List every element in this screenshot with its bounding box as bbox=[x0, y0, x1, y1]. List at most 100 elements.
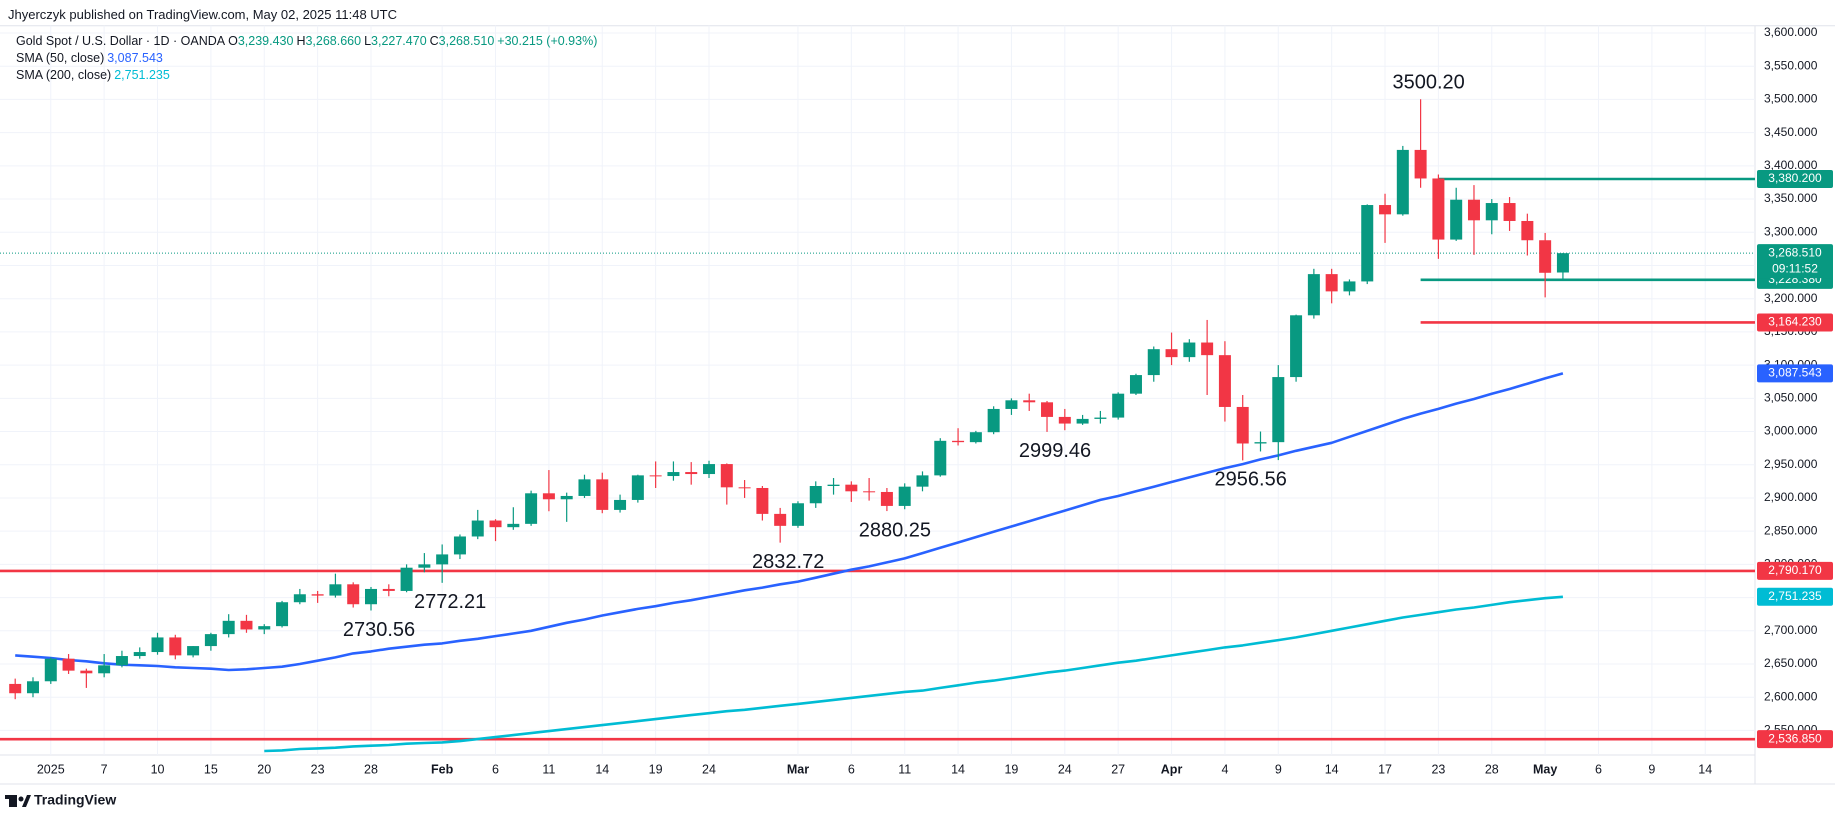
candle-body bbox=[542, 493, 555, 500]
candle-body bbox=[845, 484, 858, 492]
ohlc-prefix: O bbox=[228, 34, 238, 48]
candle-body bbox=[934, 440, 947, 476]
ohlc-value: 3,239.430 bbox=[237, 34, 294, 48]
candle-body bbox=[1521, 220, 1534, 241]
y-tick-label: 3,350.000 bbox=[1764, 191, 1818, 205]
candle-body bbox=[1094, 417, 1107, 419]
x-tick-label: 23 bbox=[1431, 762, 1445, 776]
plot bbox=[0, 99, 1755, 753]
candle-body bbox=[1396, 149, 1409, 215]
y-tick-label: 3,300.000 bbox=[1764, 224, 1818, 238]
x-tick-label: 11 bbox=[542, 762, 555, 776]
candle-body bbox=[507, 523, 520, 528]
candle-body bbox=[1183, 342, 1196, 358]
candle-body bbox=[365, 588, 377, 605]
candle-body bbox=[115, 656, 128, 666]
x-tick-label: 14 bbox=[1325, 762, 1339, 776]
candle-body bbox=[418, 564, 431, 568]
y-tick-label: 3,000.000 bbox=[1764, 424, 1818, 438]
candle-body bbox=[898, 486, 911, 506]
level-tag: 3,164.230 bbox=[1768, 315, 1822, 329]
x-tick-label: 9 bbox=[1648, 762, 1655, 776]
price-annotation: 3500.20 bbox=[1392, 72, 1464, 94]
candle-body bbox=[1058, 416, 1071, 424]
candle-body bbox=[169, 637, 182, 656]
candle-body bbox=[1023, 400, 1036, 403]
price-annotation: 2730.56 bbox=[343, 619, 415, 641]
candle-body bbox=[649, 475, 662, 477]
price-annotation: 2880.25 bbox=[859, 519, 931, 541]
level-tag-bg bbox=[1757, 730, 1833, 749]
y-tick-label: 3,550.000 bbox=[1764, 58, 1818, 72]
y-tick-label: 2,650.000 bbox=[1764, 656, 1818, 670]
candle-body bbox=[1343, 281, 1356, 292]
x-tick-label: 2025 bbox=[37, 762, 65, 776]
candle-body bbox=[471, 520, 484, 537]
x-tick-label: 14 bbox=[1698, 762, 1712, 776]
candle-body bbox=[916, 475, 929, 487]
ohlc-value: 3,227.470 bbox=[371, 34, 427, 48]
candle-body bbox=[738, 487, 751, 489]
candle-body bbox=[1147, 349, 1160, 376]
candle-body bbox=[631, 475, 644, 500]
sma-legend: SMA (50, close) 3,087.543 bbox=[16, 51, 166, 65]
candle-body bbox=[703, 464, 716, 475]
candle-body bbox=[1165, 349, 1178, 358]
price-annotation: 2956.56 bbox=[1215, 469, 1287, 491]
x-tick-label: 28 bbox=[364, 762, 378, 776]
candle-body bbox=[187, 646, 200, 656]
level-tag-bg bbox=[1757, 561, 1833, 580]
level-tag-bg bbox=[1757, 169, 1833, 188]
candle-body bbox=[276, 602, 289, 627]
candle-body bbox=[1076, 418, 1089, 424]
candle-body bbox=[26, 681, 39, 694]
candle-body bbox=[791, 503, 804, 526]
brand: TradingView bbox=[34, 792, 116, 808]
candle-body bbox=[1325, 274, 1338, 292]
ohlc-prefix: L bbox=[364, 34, 372, 48]
candle-body bbox=[382, 588, 395, 591]
y-tick-label: 2,950.000 bbox=[1764, 457, 1818, 471]
level-tag: 3,380.200 bbox=[1768, 171, 1822, 185]
candle-body bbox=[151, 637, 164, 653]
candle-body bbox=[1432, 178, 1445, 240]
y-tick-label: 3,050.000 bbox=[1764, 390, 1818, 404]
candle-body bbox=[9, 683, 22, 694]
y-tick-label: 3,600.000 bbox=[1764, 25, 1818, 39]
x-tick-label: 24 bbox=[702, 762, 716, 776]
candle-body bbox=[1041, 402, 1054, 417]
grid bbox=[0, 25, 1755, 755]
sma-tag: 3,087.543 bbox=[1768, 366, 1822, 380]
candle-body bbox=[436, 554, 449, 565]
x-tick-label: 6 bbox=[492, 762, 499, 776]
level-tag-bg bbox=[1757, 313, 1833, 332]
x-tick-label: Feb bbox=[431, 762, 454, 776]
candle-body bbox=[293, 594, 306, 603]
ohlc-prefix: C bbox=[429, 34, 439, 48]
sma-tag-bg bbox=[1757, 364, 1833, 383]
x-tick-label: 6 bbox=[1595, 762, 1602, 776]
candle-body bbox=[756, 487, 769, 514]
candle-body bbox=[98, 665, 111, 674]
y-tick-label: 2,850.000 bbox=[1764, 523, 1818, 537]
y-tick-label: 2,700.000 bbox=[1764, 623, 1818, 637]
candle-body bbox=[62, 658, 75, 671]
level-tag: 2,790.170 bbox=[1768, 563, 1822, 577]
candle-body bbox=[667, 472, 680, 477]
x-tick-label: May bbox=[1533, 762, 1557, 776]
candle-body bbox=[560, 495, 573, 500]
price-annotation: 2999.46 bbox=[1019, 440, 1091, 462]
candle-body bbox=[827, 484, 840, 486]
ohlc-value: 3,268.510 bbox=[438, 34, 495, 48]
x-tick-label: 7 bbox=[101, 762, 108, 776]
published-line: Jhyerczyk published on TradingView.com, … bbox=[8, 7, 398, 22]
change-value: +30.215 (+0.93%) bbox=[497, 34, 598, 48]
logo bbox=[5, 795, 31, 807]
ohlc-value: 3,268.660 bbox=[305, 34, 362, 48]
symbol-title: Gold Spot / U.S. Dollar · 1D · OANDA bbox=[16, 34, 226, 48]
candle-body bbox=[1450, 199, 1463, 240]
candle-body bbox=[1005, 400, 1018, 409]
x-tick-label: 24 bbox=[1058, 762, 1072, 776]
series-name: SMA (200, close) bbox=[16, 68, 112, 82]
